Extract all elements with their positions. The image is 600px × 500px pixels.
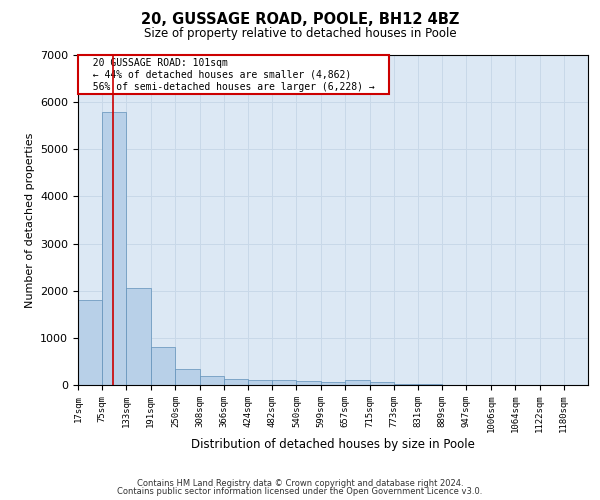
Bar [151, 348, 175, 385]
Bar [321, 382, 346, 385]
Bar [394, 384, 418, 385]
Y-axis label: Number of detached properties: Number of detached properties [25, 132, 35, 308]
Bar [248, 380, 272, 385]
Bar [224, 380, 248, 385]
Bar [418, 384, 442, 385]
Bar [175, 368, 200, 385]
X-axis label: Distribution of detached houses by size in Poole: Distribution of detached houses by size … [191, 438, 475, 451]
Bar [78, 300, 102, 385]
Bar [127, 288, 151, 385]
Bar [272, 380, 296, 385]
Bar [200, 376, 224, 385]
Bar [296, 382, 320, 385]
Bar [346, 380, 370, 385]
Text: Contains HM Land Registry data © Crown copyright and database right 2024.: Contains HM Land Registry data © Crown c… [137, 478, 463, 488]
Text: 20 GUSSAGE ROAD: 101sqm
  ← 44% of detached houses are smaller (4,862)
  56% of : 20 GUSSAGE ROAD: 101sqm ← 44% of detache… [80, 58, 386, 92]
Bar [370, 382, 394, 385]
Bar [102, 112, 127, 385]
Text: Contains public sector information licensed under the Open Government Licence v3: Contains public sector information licen… [118, 487, 482, 496]
Text: 20, GUSSAGE ROAD, POOLE, BH12 4BZ: 20, GUSSAGE ROAD, POOLE, BH12 4BZ [141, 12, 459, 28]
Text: Size of property relative to detached houses in Poole: Size of property relative to detached ho… [143, 28, 457, 40]
